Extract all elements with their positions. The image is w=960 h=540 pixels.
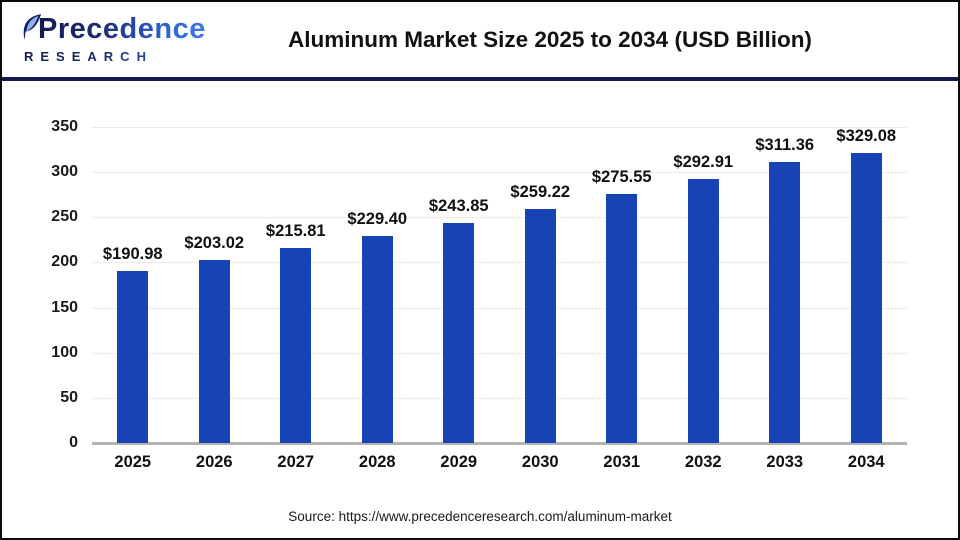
bar-value-label: $203.02 bbox=[184, 233, 245, 252]
gridline bbox=[92, 262, 907, 264]
gridline bbox=[92, 397, 907, 399]
x-tick-label-2027: 2027 bbox=[277, 453, 315, 471]
y-tick-label: 0 bbox=[69, 434, 78, 451]
y-tick-label: 200 bbox=[51, 253, 78, 271]
bar-2030 bbox=[524, 208, 556, 443]
source-attribution: Source: https://www.precedenceresearch.c… bbox=[288, 509, 672, 524]
bar-2033 bbox=[769, 161, 801, 443]
bar-2029 bbox=[443, 222, 475, 443]
x-tick-label-2030: 2030 bbox=[521, 453, 559, 471]
logo-subtitle: RESEARCH bbox=[24, 49, 206, 64]
x-tick-label-2034: 2034 bbox=[847, 453, 885, 471]
bar-column-2034: $329.08 bbox=[826, 127, 908, 443]
bar-column-2025: $190.98 bbox=[92, 127, 174, 443]
x-tick-label-2026: 2026 bbox=[195, 453, 233, 471]
bar-column-2027: $215.81 bbox=[255, 127, 337, 443]
precedence-research-logo: Precedence RESEARCH bbox=[20, 13, 206, 64]
x-tick-label-2025: 2025 bbox=[114, 453, 152, 471]
bar-value-label: $259.22 bbox=[510, 182, 571, 201]
bar-value-label: $292.91 bbox=[673, 152, 734, 171]
bar-column-2028: $229.40 bbox=[337, 127, 419, 443]
x-tick-label-2028: 2028 bbox=[358, 453, 396, 471]
logo-wordmark: Precedence bbox=[38, 13, 206, 45]
x-axis-baseline bbox=[92, 442, 907, 445]
bar-column-2026: $203.02 bbox=[174, 127, 256, 443]
gridline bbox=[92, 307, 907, 309]
bar-chart: 350 300 250 200 150 100 50 0 $190.98 $203.02 $215… bbox=[2, 81, 958, 534]
x-tick-label-2029: 2029 bbox=[440, 453, 478, 471]
bar-2034 bbox=[850, 153, 882, 443]
gridline bbox=[92, 172, 907, 174]
bar-column-2030: $259.22 bbox=[500, 127, 582, 443]
bar-column-2029: $243.85 bbox=[418, 127, 500, 443]
header: Precedence RESEARCH Aluminum Market Size… bbox=[2, 2, 958, 81]
bar-value-label: $190.98 bbox=[102, 244, 163, 263]
y-tick-label: 300 bbox=[51, 163, 78, 181]
plot-area: 350 300 250 200 150 100 50 0 $190.98 $203.02 $215… bbox=[51, 118, 907, 451]
bar-value-label: $311.36 bbox=[755, 135, 815, 154]
y-tick-label: 150 bbox=[51, 298, 78, 316]
y-tick-label: 100 bbox=[51, 343, 78, 361]
bar-value-label: $243.85 bbox=[428, 196, 489, 215]
y-tick-label: 250 bbox=[51, 208, 78, 226]
gridline bbox=[92, 352, 907, 354]
x-tick-label-2031: 2031 bbox=[603, 453, 641, 471]
y-tick-label: 50 bbox=[60, 388, 78, 406]
bar-value-label: $215.81 bbox=[265, 222, 326, 241]
bars-container: $190.98 $203.02 $215.81 $229.40 $243.85 $259.… bbox=[92, 127, 907, 443]
x-tick-label-2032: 2032 bbox=[684, 453, 722, 471]
x-axis: 2025 2026 2027 2028 2029 2030 2031 2032 2033 2034 bbox=[92, 453, 907, 472]
y-axis: 350 300 250 200 150 100 50 0 bbox=[34, 118, 84, 451]
page-title: Aluminum Market Size 2025 to 2034 (USD B… bbox=[288, 26, 812, 52]
bar-2026 bbox=[198, 259, 230, 443]
x-tick-label-2033: 2033 bbox=[766, 453, 804, 471]
bar-column-2032: $292.91 bbox=[663, 127, 745, 443]
bar-2028 bbox=[361, 235, 393, 443]
y-tick-label: 350 bbox=[51, 118, 78, 135]
bar-2025 bbox=[117, 270, 149, 443]
bar-value-label: $275.55 bbox=[591, 168, 652, 187]
gridline bbox=[92, 217, 907, 219]
bar-column-2031: $275.55 bbox=[581, 127, 663, 443]
gridline bbox=[92, 127, 907, 128]
bar-2032 bbox=[687, 178, 719, 443]
bar-value-label: $229.40 bbox=[347, 209, 408, 228]
bar-value-label: $329.08 bbox=[836, 127, 897, 145]
bar-2031 bbox=[606, 194, 638, 443]
leaf-icon bbox=[20, 13, 42, 46]
bar-2027 bbox=[280, 248, 312, 443]
bar-column-2033: $311.36 bbox=[744, 127, 826, 443]
